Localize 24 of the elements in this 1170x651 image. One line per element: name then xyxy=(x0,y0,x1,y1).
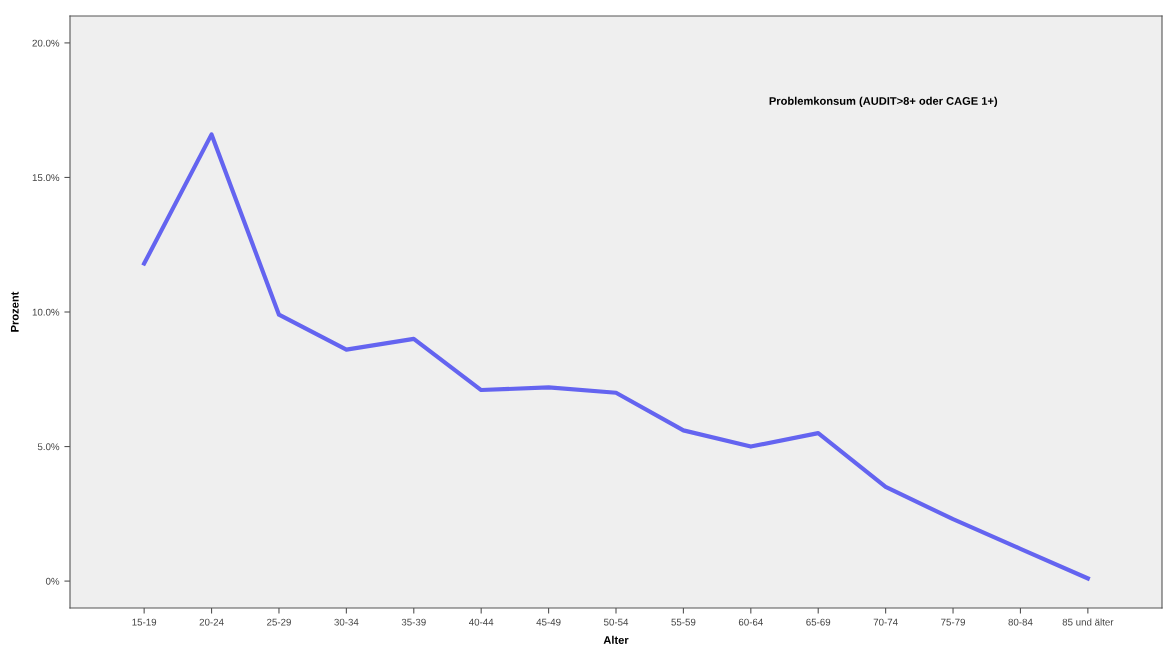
y-tick-label: 10.0% xyxy=(32,308,60,316)
annotation: Problemkonsum (AUDIT>8+ oder CAGE 1+) xyxy=(769,96,998,108)
x-tick-label: 35-39 xyxy=(401,618,426,626)
x-tick-label: 50-54 xyxy=(603,618,629,626)
x-tick-label: 25-29 xyxy=(267,618,291,626)
x-tick-label: 30-34 xyxy=(334,618,359,626)
x-tick-label: 85 und älter xyxy=(1062,618,1114,626)
y-tick-label: 0% xyxy=(45,577,60,585)
x-tick-label: 60-64 xyxy=(738,618,763,626)
line-series xyxy=(142,132,1090,581)
x-tick-label: 20-24 xyxy=(199,618,224,626)
x-tick-label: 40-44 xyxy=(468,618,494,626)
x-tick-label: 15-19 xyxy=(132,618,157,626)
x-tick-label: 55-59 xyxy=(671,618,696,626)
x-tick-label: 75-79 xyxy=(941,618,966,626)
y-axis-title: Prozent xyxy=(10,291,19,332)
y-tick-label: 15.0% xyxy=(32,174,60,182)
x-tick-label: 80-84 xyxy=(1008,618,1033,626)
x-tick-label: 45-49 xyxy=(536,618,561,626)
y-tick-label: 20.0% xyxy=(32,39,60,47)
x-axis-title: Alter xyxy=(603,635,629,644)
x-tick-label: 70-74 xyxy=(873,618,898,626)
x-tick-label: 65-69 xyxy=(806,618,831,626)
y-tick-label: 5.0% xyxy=(37,443,60,451)
